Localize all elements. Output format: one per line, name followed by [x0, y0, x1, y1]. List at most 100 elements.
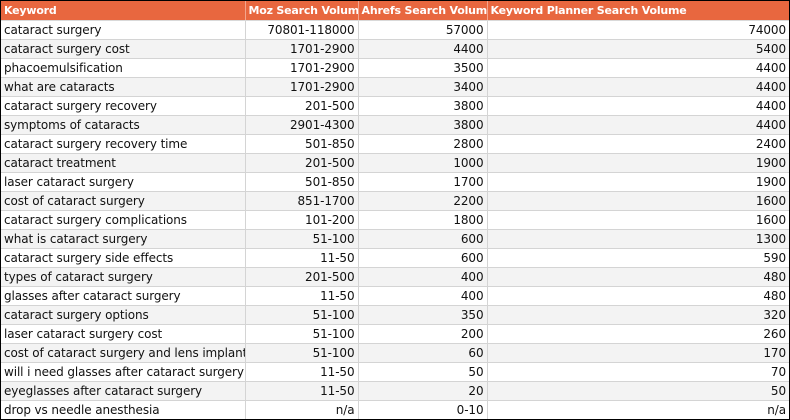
cell-moz-volume[interactable]: 201-500	[245, 153, 359, 173]
cell-ahrefs-volume[interactable]: 1000	[358, 153, 488, 173]
cell-ahrefs-volume[interactable]: 350	[358, 305, 488, 325]
cell-ahrefs-volume[interactable]: 600	[358, 229, 488, 249]
cell-moz-volume[interactable]: 11-50	[245, 286, 359, 306]
cell-keyword[interactable]: cataract surgery complications	[1, 210, 246, 230]
cell-moz-volume[interactable]: 1701-2900	[245, 58, 359, 78]
cell-keyword[interactable]: will i need glasses after cataract surge…	[1, 362, 246, 382]
cell-moz-volume[interactable]: 70801-118000	[245, 20, 359, 40]
cell-keyword-planner-volume[interactable]: 4400	[487, 77, 789, 97]
column-header-keyword-planner-volume[interactable]: Keyword Planner Search Volume	[487, 1, 789, 21]
cell-keyword[interactable]: cataract surgery recovery	[1, 96, 246, 116]
table-row: will i need glasses after cataract surge…	[1, 362, 789, 382]
cell-keyword-planner-volume[interactable]: 74000	[487, 20, 789, 40]
cell-moz-volume[interactable]: 201-500	[245, 267, 359, 287]
cell-ahrefs-volume[interactable]: 57000	[358, 20, 488, 40]
cell-keyword[interactable]: cataract surgery recovery time	[1, 134, 246, 154]
cell-ahrefs-volume[interactable]: 60	[358, 343, 488, 363]
cell-keyword-planner-volume[interactable]: 4400	[487, 115, 789, 135]
column-header-moz-volume[interactable]: Moz Search Volume	[245, 1, 359, 21]
cell-ahrefs-volume[interactable]: 20	[358, 381, 488, 401]
cell-ahrefs-volume[interactable]: 2200	[358, 191, 488, 211]
cell-moz-volume[interactable]: 1701-2900	[245, 39, 359, 59]
cell-keyword-planner-volume[interactable]: 4400	[487, 96, 789, 116]
table-row: cataract surgery recovery 201-500 3800 4400	[1, 96, 789, 116]
cell-moz-volume[interactable]: 201-500	[245, 96, 359, 116]
table-row: drop vs needle anesthesia n/a 0-10 n/a	[1, 400, 789, 419]
cell-moz-volume[interactable]: 11-50	[245, 248, 359, 268]
cell-keyword[interactable]: cataract surgery options	[1, 305, 246, 325]
cell-keyword-planner-volume[interactable]: 2400	[487, 134, 789, 154]
cell-ahrefs-volume[interactable]: 3800	[358, 96, 488, 116]
cell-ahrefs-volume[interactable]: 3800	[358, 115, 488, 135]
cell-keyword-planner-volume[interactable]: 1900	[487, 153, 789, 173]
cell-keyword-planner-volume[interactable]: 70	[487, 362, 789, 382]
cell-moz-volume[interactable]: 51-100	[245, 343, 359, 363]
cell-ahrefs-volume[interactable]: 200	[358, 324, 488, 344]
cell-moz-volume[interactable]: 1701-2900	[245, 77, 359, 97]
cell-keyword[interactable]: cataract surgery side effects	[1, 248, 246, 268]
cell-ahrefs-volume[interactable]: 4400	[358, 39, 488, 59]
cell-ahrefs-volume[interactable]: 0-10	[358, 400, 488, 419]
cell-keyword[interactable]: drop vs needle anesthesia	[1, 400, 246, 419]
cell-ahrefs-volume[interactable]: 400	[358, 286, 488, 306]
cell-ahrefs-volume[interactable]: 2800	[358, 134, 488, 154]
cell-keyword[interactable]: cost of cataract surgery and lens implan…	[1, 343, 246, 363]
cell-keyword[interactable]: cost of cataract surgery	[1, 191, 246, 211]
cell-keyword-planner-volume[interactable]: 1600	[487, 210, 789, 230]
table-row: cataract surgery cost 1701-2900 4400 5400	[1, 39, 789, 59]
cell-keyword[interactable]: eyeglasses after cataract surgery	[1, 381, 246, 401]
cell-keyword[interactable]: phacoemulsification	[1, 58, 246, 78]
cell-ahrefs-volume[interactable]: 400	[358, 267, 488, 287]
cell-keyword[interactable]: laser cataract surgery	[1, 172, 246, 192]
cell-moz-volume[interactable]: n/a	[245, 400, 359, 419]
cell-keyword[interactable]: symptoms of cataracts	[1, 115, 246, 135]
header-row: Keyword Moz Search Volume Ahrefs Search …	[1, 1, 789, 21]
cell-keyword[interactable]: glasses after cataract surgery	[1, 286, 246, 306]
table-row: cost of cataract surgery and lens implan…	[1, 343, 789, 363]
table-row: cataract surgery complications 101-200 180…	[1, 210, 789, 230]
cell-moz-volume[interactable]: 11-50	[245, 362, 359, 382]
cell-keyword[interactable]: cataract surgery	[1, 20, 246, 40]
table-row: laser cataract surgery 501-850 1700 1900	[1, 172, 789, 192]
cell-keyword-planner-volume[interactable]: 170	[487, 343, 789, 363]
cell-keyword-planner-volume[interactable]: 1300	[487, 229, 789, 249]
cell-keyword[interactable]: cataract treatment	[1, 153, 246, 173]
cell-ahrefs-volume[interactable]: 50	[358, 362, 488, 382]
cell-ahrefs-volume[interactable]: 600	[358, 248, 488, 268]
cell-keyword[interactable]: laser cataract surgery cost	[1, 324, 246, 344]
cell-keyword[interactable]: cataract surgery cost	[1, 39, 246, 59]
cell-ahrefs-volume[interactable]: 1800	[358, 210, 488, 230]
cell-keyword-planner-volume[interactable]: 1600	[487, 191, 789, 211]
cell-ahrefs-volume[interactable]: 3500	[358, 58, 488, 78]
cell-keyword-planner-volume[interactable]: n/a	[487, 400, 789, 419]
cell-keyword-planner-volume[interactable]: 1900	[487, 172, 789, 192]
cell-moz-volume[interactable]: 51-100	[245, 305, 359, 325]
cell-keyword[interactable]: types of cataract surgery	[1, 267, 246, 287]
table-body: cataract surgery 70801-118000 57000 74000 ca…	[1, 20, 789, 419]
cell-keyword-planner-volume[interactable]: 480	[487, 286, 789, 306]
cell-keyword-planner-volume[interactable]: 320	[487, 305, 789, 325]
cell-moz-volume[interactable]: 51-100	[245, 324, 359, 344]
cell-keyword[interactable]: what are cataracts	[1, 77, 246, 97]
cell-moz-volume[interactable]: 101-200	[245, 210, 359, 230]
table-row: cataract surgery side effects 11-50 600 590	[1, 248, 789, 268]
cell-keyword-planner-volume[interactable]: 50	[487, 381, 789, 401]
cell-ahrefs-volume[interactable]: 1700	[358, 172, 488, 192]
cell-keyword-planner-volume[interactable]: 260	[487, 324, 789, 344]
cell-keyword-planner-volume[interactable]: 5400	[487, 39, 789, 59]
cell-moz-volume[interactable]: 501-850	[245, 172, 359, 192]
cell-moz-volume[interactable]: 11-50	[245, 381, 359, 401]
cell-moz-volume[interactable]: 851-1700	[245, 191, 359, 211]
column-header-ahrefs-volume[interactable]: Ahrefs Search Volume	[358, 1, 488, 21]
cell-moz-volume[interactable]: 501-850	[245, 134, 359, 154]
table-row: cataract surgery recovery time 501-850 280…	[1, 134, 789, 154]
cell-keyword-planner-volume[interactable]: 590	[487, 248, 789, 268]
cell-moz-volume[interactable]: 51-100	[245, 229, 359, 249]
cell-moz-volume[interactable]: 2901-4300	[245, 115, 359, 135]
cell-ahrefs-volume[interactable]: 3400	[358, 77, 488, 97]
cell-keyword-planner-volume[interactable]: 4400	[487, 58, 789, 78]
cell-keyword[interactable]: what is cataract surgery	[1, 229, 246, 249]
column-header-keyword[interactable]: Keyword	[1, 1, 246, 21]
cell-keyword-planner-volume[interactable]: 480	[487, 267, 789, 287]
